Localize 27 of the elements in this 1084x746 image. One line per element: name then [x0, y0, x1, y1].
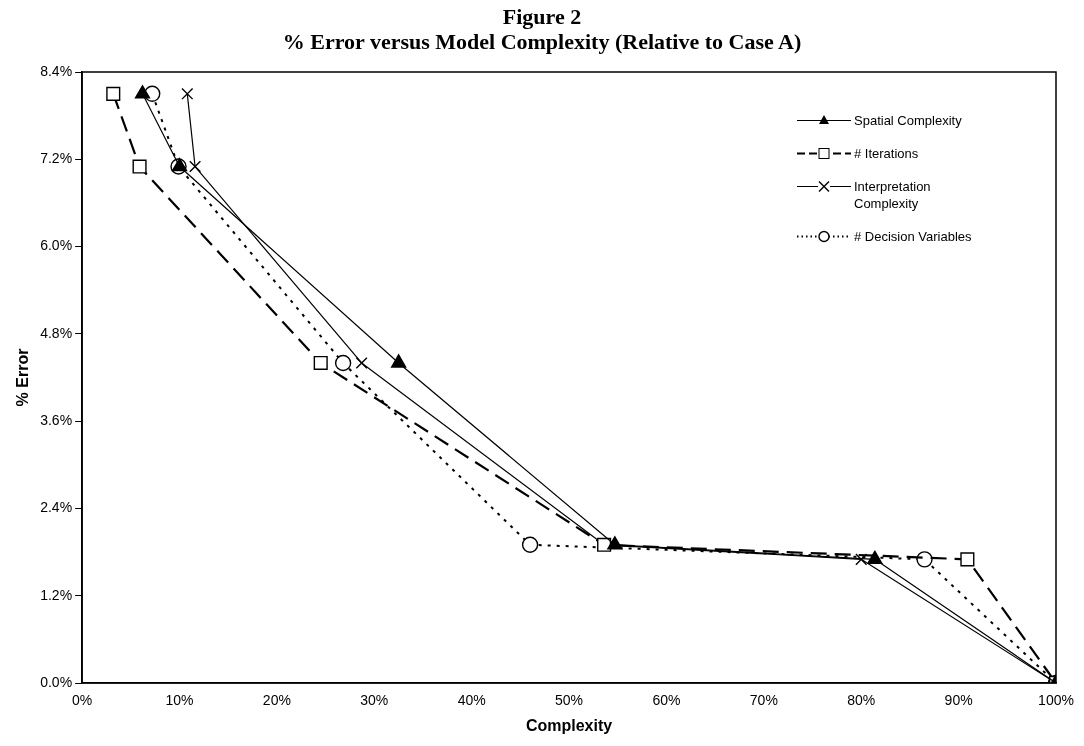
y-tick-label: 7.2% [40, 150, 73, 167]
chart-title: Figure 2 [501, 4, 583, 29]
x-tick-label: 60% [652, 692, 681, 709]
legend-label: # Iterations [854, 145, 920, 162]
x-tick-label: 0% [71, 692, 93, 709]
x-tick-label: 30% [360, 692, 389, 709]
y-tick-label: 0.0% [40, 673, 73, 690]
y-tick-label: 2.4% [40, 499, 73, 516]
y-tick-label: 3.6% [40, 412, 73, 428]
y-axis-title: % Error [14, 348, 32, 407]
y-tick-label: 8.4% [40, 62, 73, 79]
x-tick-label: 70% [749, 692, 778, 709]
x-tick-label: 80% [847, 692, 876, 709]
x-tick-label: 100% [1038, 692, 1074, 709]
legend-label: # Decision Variables [854, 228, 973, 245]
legend-label: Interpretation Complexity [854, 178, 932, 212]
x-tick-label: 90% [944, 692, 973, 709]
x-tick-label: 50% [555, 692, 584, 709]
y-tick-label: 4.8% [40, 324, 73, 341]
legend-label: Spatial Complexity [854, 112, 963, 129]
x-tick-label: 40% [457, 692, 486, 709]
x-tick-label: 10% [165, 692, 194, 709]
y-tick-label: 1.2% [40, 586, 73, 603]
x-tick-label: 20% [262, 692, 291, 709]
y-tick-label: 6.0% [40, 237, 73, 254]
chart-subtitle: % Error versus Model Complexity (Relative to Case A) [281, 29, 803, 54]
x-axis-title: Complexity [525, 716, 613, 734]
